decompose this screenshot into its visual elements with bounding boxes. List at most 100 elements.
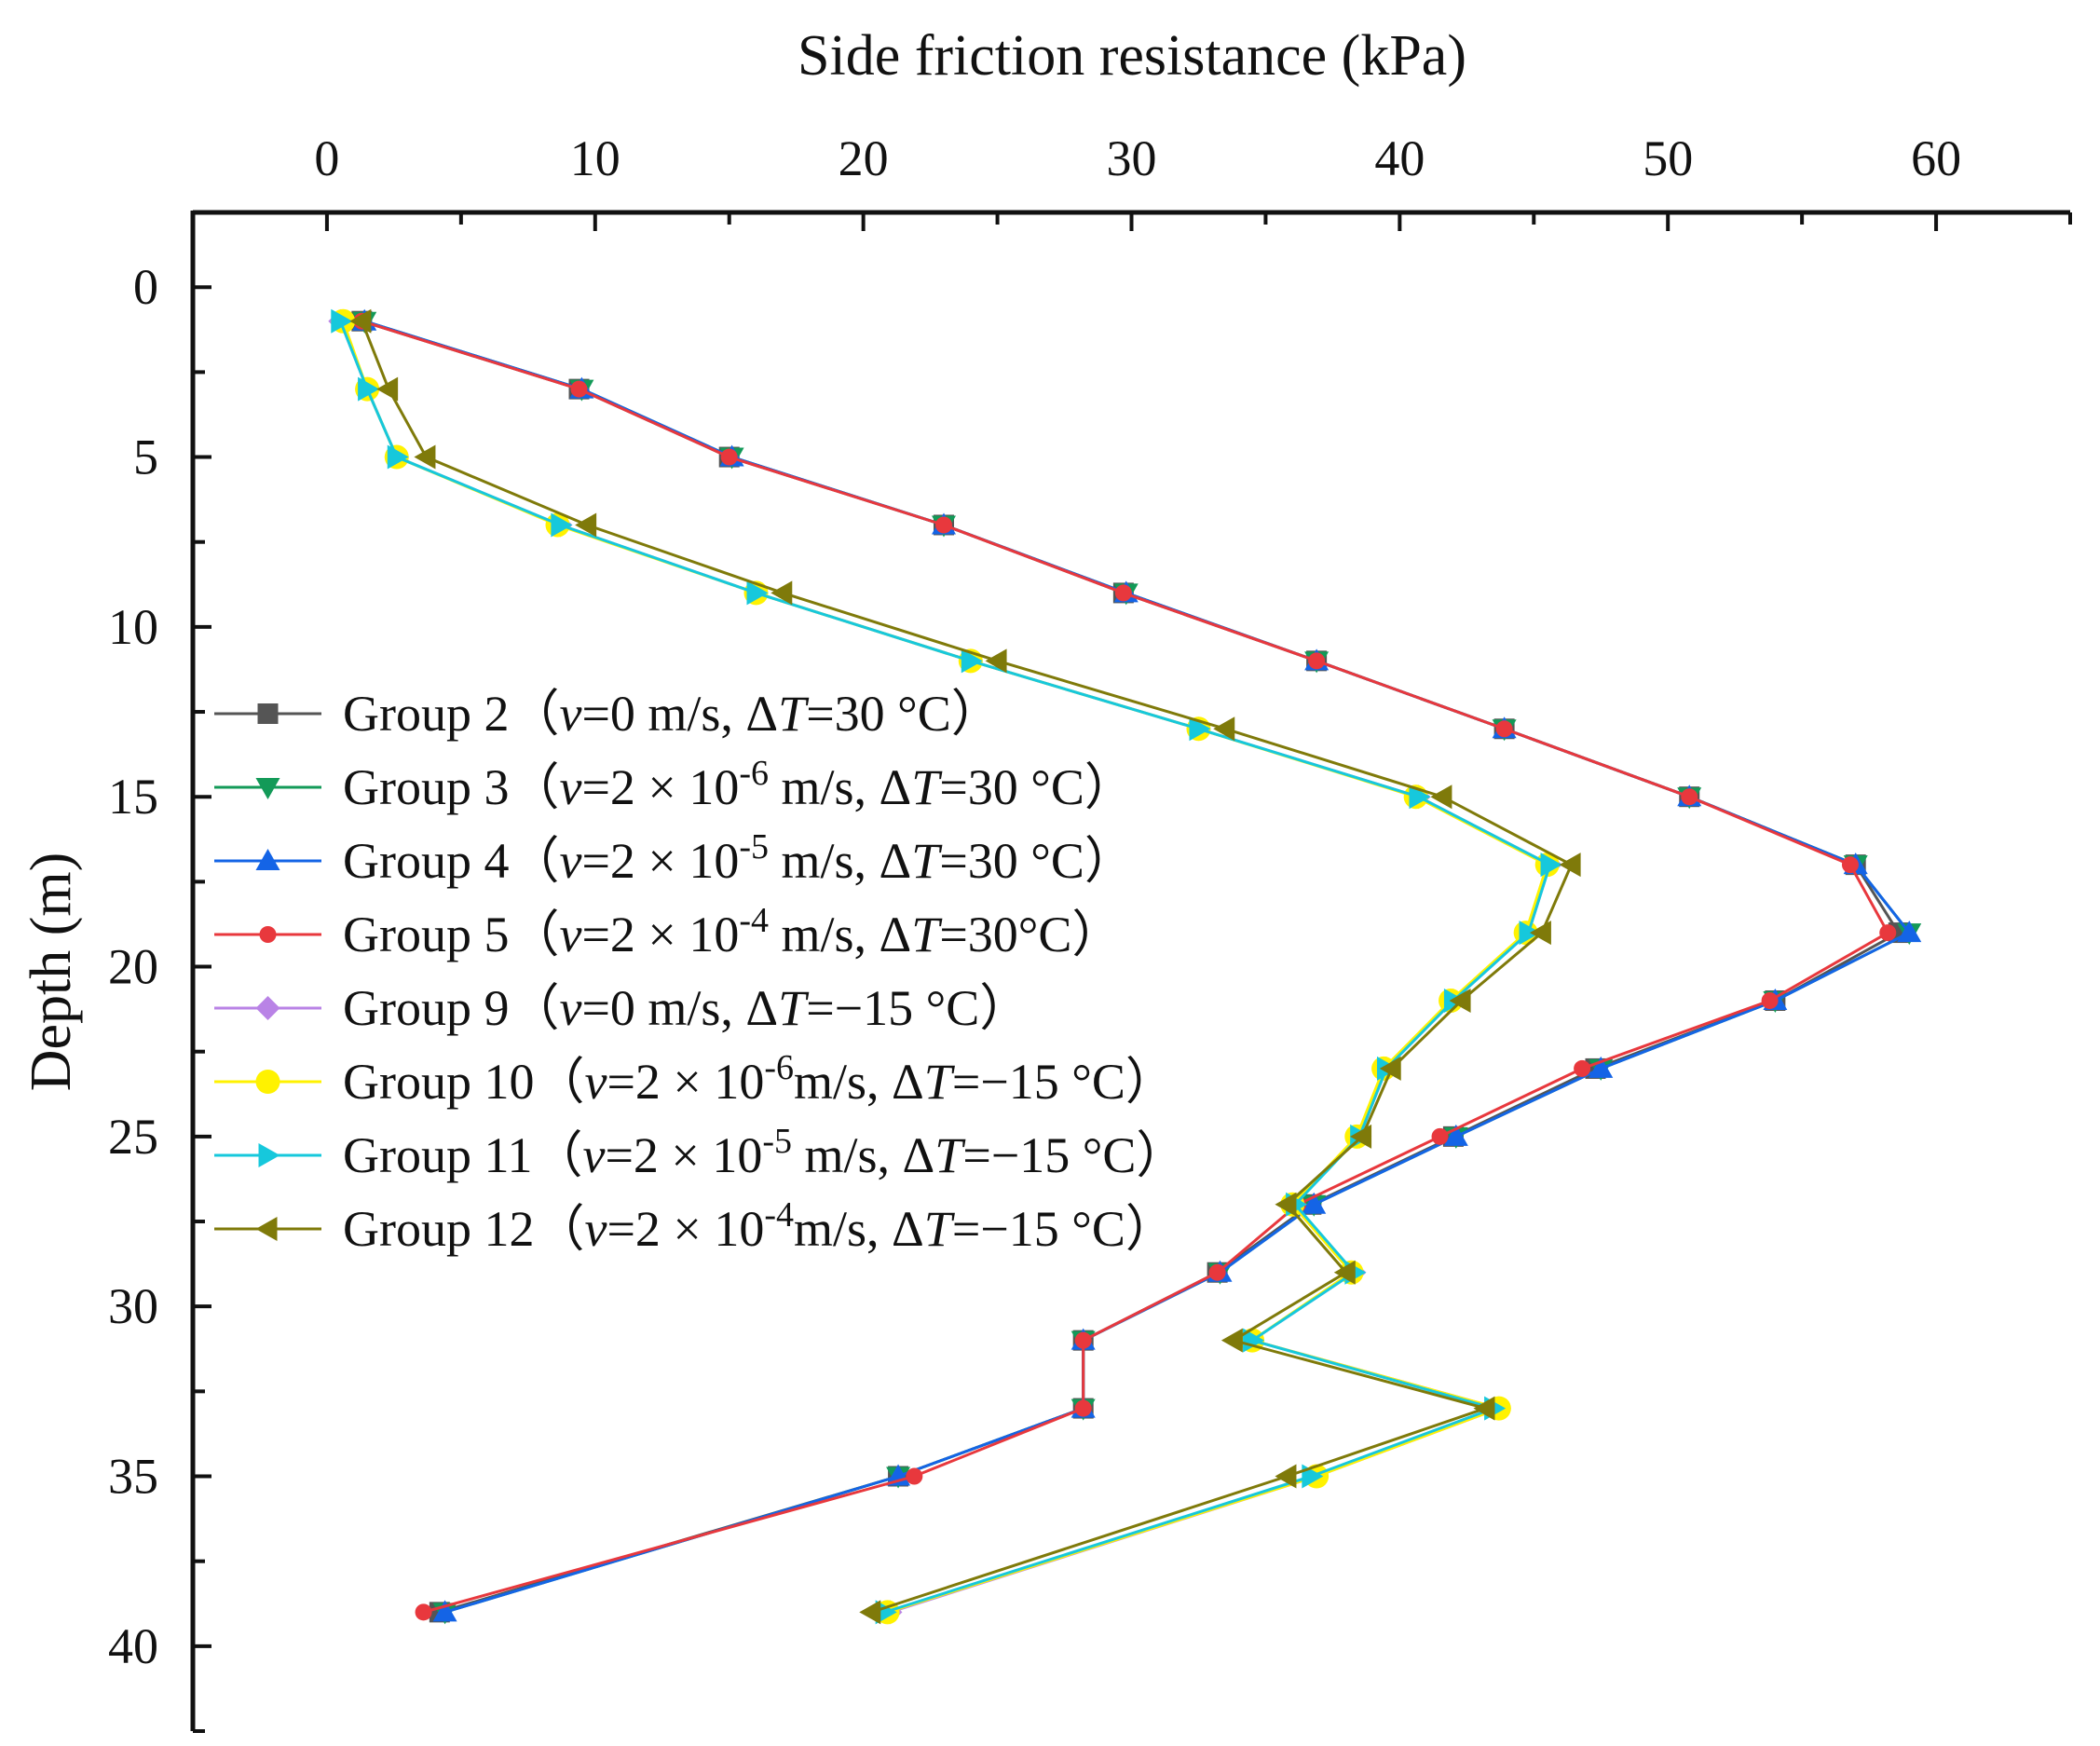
legend-item-group-3: Group 3（v=2 × 10-6 m/s, ΔT=30 °C） [214,754,1135,815]
group-5-point [720,448,738,466]
legend-marker [255,778,280,799]
legend-marker [255,1217,278,1241]
x-axis-title: Side friction resistance (kPa) [798,24,1466,88]
legend-label-part: =2 × 10 [607,1054,764,1110]
legend: Group 2（v=0 m/s, ΔT=30 °C）Group 3（v=2 × … [214,686,1186,1257]
legend-label-part: T [911,759,943,815]
group-12-point [414,444,436,470]
y-axis-title: Depth (m) [20,853,83,1092]
legend-label-part: m/s, Δ [792,1127,934,1183]
group-5-point [1841,856,1859,874]
legend-marker [255,1070,280,1094]
axes: 0 10 20 30 40 50 60 0 5 10 15 20 25 30 35 40 [108,130,2072,1733]
legend-label-part: =2 × 10 [605,1127,762,1183]
group-11-point [1243,1328,1265,1353]
group-5-point [1208,1263,1226,1281]
y-tick-label: 35 [108,1449,158,1505]
group-12-point [1275,1464,1297,1489]
x-tick-label: 40 [1374,130,1425,186]
group-4-point [1589,1056,1614,1078]
legend-label: Group 4（v=2 × 10-5 m/s, ΔT=30 °C） [343,827,1135,889]
group-12-point [1333,1260,1356,1285]
group-5-point [1308,652,1326,670]
legend-label-part: m/s, Δ [769,907,911,962]
legend-item-group-4: Group 4（v=2 × 10-5 m/s, ΔT=30 °C） [214,827,1135,889]
legend-label-part: =−15 °C） [962,1127,1186,1183]
legend-label-part: T [924,1201,956,1257]
x-tick-label: 10 [570,130,620,186]
legend-label-part: T [911,833,943,889]
legend-label-part: Group 10（ [343,1054,584,1110]
legend-marker [259,926,277,943]
y-tick-label: 25 [108,1109,158,1165]
group-12-point [1275,1192,1297,1217]
group-5-point [1681,788,1698,806]
group-5-point [1114,584,1132,602]
legend-label-part: Group 12（ [343,1201,584,1257]
y-tick-label: 5 [133,430,158,485]
legend-label-part: -6 [764,1048,794,1087]
group-12-point [1213,716,1235,742]
legend-label-part: m/s, Δ [769,759,911,815]
legend-label-part: =−15 °C） [952,1054,1176,1110]
legend-label-part: v [584,1201,607,1257]
legend-label-part: Group 4（ [343,833,559,889]
group-2-line [361,320,1901,1614]
group-11-point [875,1600,897,1625]
legend-label: Group 12（v=2 × 10-4m/s, ΔT=−15 °C） [343,1195,1176,1257]
legend-label: Group 10（v=2 × 10-6m/s, ΔT=−15 °C） [343,1048,1176,1110]
group-11-point [358,376,380,402]
group-11-series [331,308,1562,1625]
group-5-point [1431,1127,1449,1145]
group-12-line [360,321,1574,1614]
group-5-point [1074,1331,1092,1349]
legend-label-part: Group 2（ [343,686,559,742]
group-11-point [746,580,769,606]
legend-item-group-10: Group 10（v=2 × 10-6m/s, ΔT=−15 °C） [214,1048,1176,1110]
legend-label-part: T [934,1127,966,1183]
y-tick-label: 30 [108,1278,158,1334]
group-12-point [985,648,1007,674]
group-5-point [1574,1059,1591,1077]
x-tick-label: 50 [1643,130,1693,186]
group-12-point [770,580,793,606]
legend-label-part: Group 5（ [343,907,559,962]
legend-label-part: v [559,759,581,815]
legend-item-group-9: Group 9（v=0 m/s, ΔT=−15 °C） [214,980,1030,1036]
legend-label: Group 2（v=0 m/s, ΔT=30 °C） [343,686,1002,742]
group-12-point [1220,1328,1243,1353]
legend-label-part: Group 3（ [343,759,559,815]
x-tick-label: 20 [839,130,889,186]
group-12-point [1559,853,1581,878]
group-5-point [1879,924,1897,942]
legend-label-part: =0 m/s, Δ [581,686,778,742]
legend-label-part: v [584,1054,607,1110]
legend-label-part: T [778,980,810,1036]
legend-label-part: =2 × 10 [607,1201,764,1257]
legend-label-part: =−15 °C） [952,1201,1176,1257]
group-5-point [906,1467,923,1485]
legend-label-part: v [559,686,581,742]
group-12-series [349,308,1581,1625]
legend-label-part: Group 11（ [343,1127,582,1183]
legend-label-part: v [582,1127,605,1183]
legend-label: Group 5（v=2 × 10-4 m/s, ΔT=30°C） [343,901,1122,962]
group-11-point [1540,853,1562,878]
legend-label-part: =30°C） [939,907,1122,962]
group-12-point [859,1600,881,1625]
group-5-point [1761,991,1779,1009]
group-11-point [1189,716,1211,742]
group-2-series [351,310,1909,1623]
legend-label: Group 3（v=2 × 10-6 m/s, ΔT=30 °C） [343,754,1135,815]
legend-label-part: =2 × 10 [581,833,739,889]
group-3-series [352,311,1922,1625]
group-4-point [432,1600,457,1622]
legend-label-part: -4 [739,901,769,940]
legend-label-part: m/s, Δ [794,1054,924,1110]
legend-item-group-5: Group 5（v=2 × 10-4 m/s, ΔT=30°C） [214,901,1122,962]
legend-marker [255,996,280,1020]
group-11-point [961,648,983,674]
legend-label-part: Group 9（ [343,980,559,1036]
legend-label-part: m/s, Δ [769,833,911,889]
